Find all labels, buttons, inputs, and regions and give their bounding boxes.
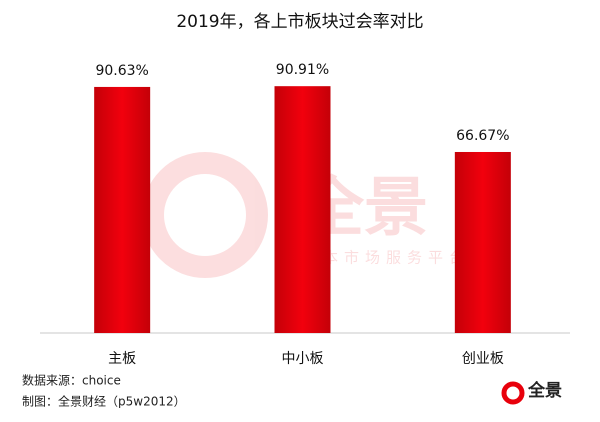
value-label: 90.91% [276,62,329,78]
logo-text: 全景 [527,380,562,401]
bar [454,151,511,333]
bar [274,86,331,333]
value-label: 66.67% [456,128,509,144]
credit-note: 制图：全景财经（p5w2012） [22,394,186,409]
chart-title: 2019年，各上市板块过会率对比 [176,12,423,32]
x-tick-label: 中小板 [282,351,324,367]
value-label: 90.63% [95,63,148,79]
watermark-logo [142,152,268,278]
logo-mark [501,381,525,405]
source-note: 数据来源：choice [22,373,121,388]
x-tick-label: 创业板 [462,351,504,367]
corner-logo: 全景 [501,380,562,405]
watermark-subtitle: 资本市场服务平台 [302,249,470,267]
x-tick-label: 主板 [108,351,136,367]
bar [94,86,151,334]
